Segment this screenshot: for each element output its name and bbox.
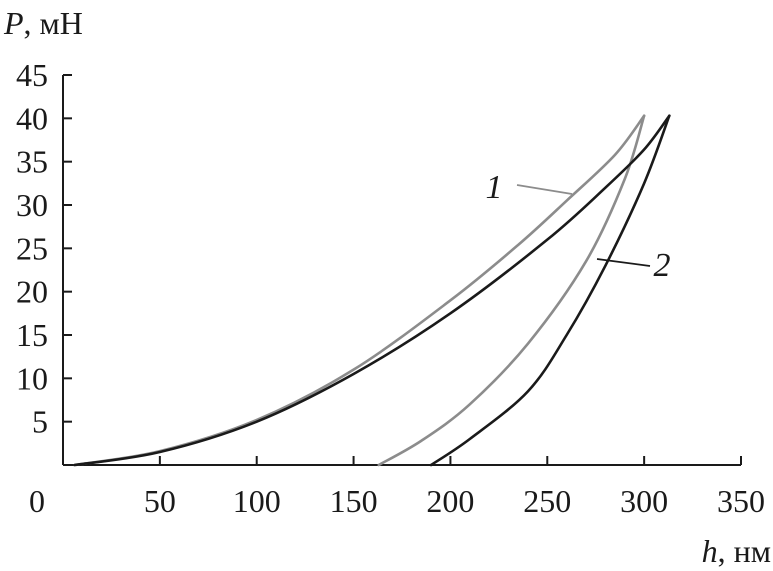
series-label-2: 2	[654, 247, 671, 284]
loading-curve-1	[73, 114, 646, 467]
y-tick-label: 20	[16, 274, 48, 310]
series-labels: 12	[486, 169, 671, 284]
y-tick-label: 10	[16, 360, 48, 396]
leader-line-2	[596, 258, 651, 267]
y-axis-title: P, мН	[3, 5, 83, 41]
x-tick-label: 150	[330, 483, 378, 519]
x-tick-label: 100	[233, 483, 281, 519]
y-tick-label: 30	[16, 187, 48, 223]
series-label-1: 1	[486, 169, 503, 206]
x-ticks: 0 50 100 150 200 250 300 350	[29, 456, 765, 519]
unloading-curve-2	[429, 114, 671, 467]
y-ticks: 5 10 15 20 25 30 35 40 45	[16, 57, 72, 440]
x-axis-title: h, нм	[702, 533, 771, 569]
y-axis-unit: , мН	[24, 5, 83, 41]
x-tick-label: 300	[620, 483, 668, 519]
axes	[62, 75, 741, 466]
leader-line-1	[516, 184, 573, 195]
unloading-curve-1	[377, 114, 646, 467]
y-tick-label: 5	[32, 404, 48, 440]
x-axis-var: h	[702, 533, 718, 569]
loading-curve-2	[73, 114, 671, 467]
x-axis-unit: , нм	[718, 533, 771, 569]
y-tick-label: 15	[16, 317, 48, 353]
y-axis-var: P	[3, 5, 24, 41]
x-tick-label: 250	[523, 483, 571, 519]
x-tick-label: 50	[144, 483, 176, 519]
x-tick-label: 0	[29, 483, 45, 519]
x-tick-label: 350	[717, 483, 765, 519]
curves	[73, 114, 671, 467]
y-tick-label: 35	[16, 144, 48, 180]
y-tick-label: 40	[16, 100, 48, 136]
y-tick-label: 45	[16, 57, 48, 93]
x-tick-label: 200	[426, 483, 474, 519]
y-tick-label: 25	[16, 230, 48, 266]
